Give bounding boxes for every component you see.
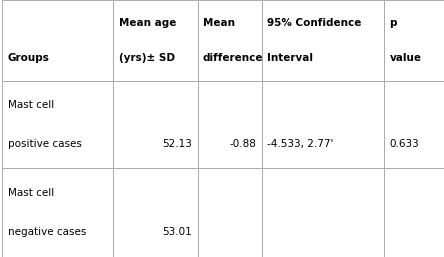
Text: -4.533, 2.77': -4.533, 2.77' (267, 139, 333, 149)
Text: Groups: Groups (8, 53, 49, 63)
Bar (262, 168, 384, 257)
Text: negative cases: negative cases (8, 227, 86, 237)
Bar (198, 0, 262, 81)
Text: Mean age: Mean age (119, 18, 176, 28)
Text: -0.88: -0.88 (230, 139, 257, 149)
Bar (384, 168, 444, 257)
Text: 95% Confidence: 95% Confidence (267, 18, 362, 28)
Text: positive cases: positive cases (8, 139, 81, 149)
Text: Mean: Mean (203, 18, 235, 28)
Bar (113, 0, 198, 81)
Text: Mast cell: Mast cell (8, 188, 54, 198)
Bar (384, 0, 444, 81)
Text: (yrs)± SD: (yrs)± SD (119, 53, 174, 63)
Bar (113, 81, 198, 168)
Bar (2, 168, 113, 257)
Bar (262, 81, 384, 168)
Text: p: p (389, 18, 397, 28)
Bar (2, 81, 113, 168)
Bar (2, 0, 113, 81)
Bar (113, 168, 198, 257)
Text: 53.01: 53.01 (163, 227, 192, 237)
Bar (198, 81, 262, 168)
Bar (198, 168, 262, 257)
Text: difference: difference (203, 53, 263, 63)
Bar (262, 0, 384, 81)
Text: 0.633: 0.633 (389, 139, 419, 149)
Text: Interval: Interval (267, 53, 313, 63)
Text: Mast cell: Mast cell (8, 100, 54, 111)
Text: value: value (389, 53, 421, 63)
Bar (384, 81, 444, 168)
Text: 52.13: 52.13 (163, 139, 192, 149)
